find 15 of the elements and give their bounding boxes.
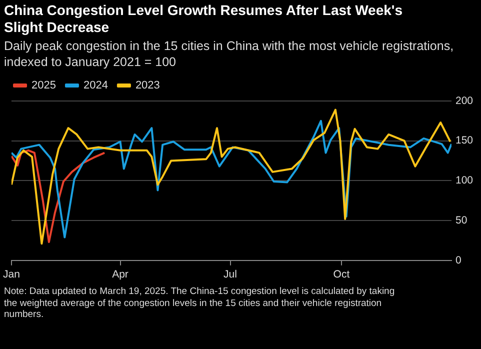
- chart-subtitle: Daily peak congestion in the 15 cities in China with the most vehicle registrations, indexed to January 2021 = 100: [4, 38, 455, 70]
- y-tick-label: 150: [455, 134, 474, 147]
- x-tick-label: Oct: [333, 268, 350, 281]
- text: Note: Data updated to March 19, 2025. The China-15 congestion level is calculated by taking the weighted average of the congestion levels in the 15 cities and their vehicle registration numbers.: [4, 286, 396, 320]
- y-tick-label: 200: [455, 94, 474, 107]
- y-tick-label: 0: [455, 254, 462, 266]
- chart-title: China Congestion Level Growth Resumes After Last Week's Slight Decrease: [4, 2, 404, 36]
- x-tick-label: Jan: [2, 268, 20, 281]
- y-tick-label: 100: [455, 174, 474, 187]
- legend-label: 2025: [32, 80, 56, 92]
- y-tick-label: 50: [455, 214, 468, 226]
- legend-label: 2024: [83, 80, 108, 92]
- x-tick-label: Apr: [112, 268, 129, 281]
- x-tick-label: Jul: [224, 268, 237, 281]
- legend-label: 2023: [135, 80, 160, 92]
